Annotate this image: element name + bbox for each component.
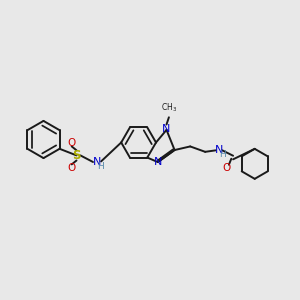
Text: H: H xyxy=(97,162,104,171)
Text: CH$_3$: CH$_3$ xyxy=(161,101,177,114)
Text: N: N xyxy=(214,145,223,155)
Text: N: N xyxy=(162,124,171,134)
Text: O: O xyxy=(67,138,75,148)
Text: O: O xyxy=(67,163,75,173)
Text: H: H xyxy=(219,150,226,159)
Text: S: S xyxy=(72,149,81,162)
Text: N: N xyxy=(154,157,162,167)
Text: N: N xyxy=(92,157,101,167)
Text: O: O xyxy=(222,163,231,173)
